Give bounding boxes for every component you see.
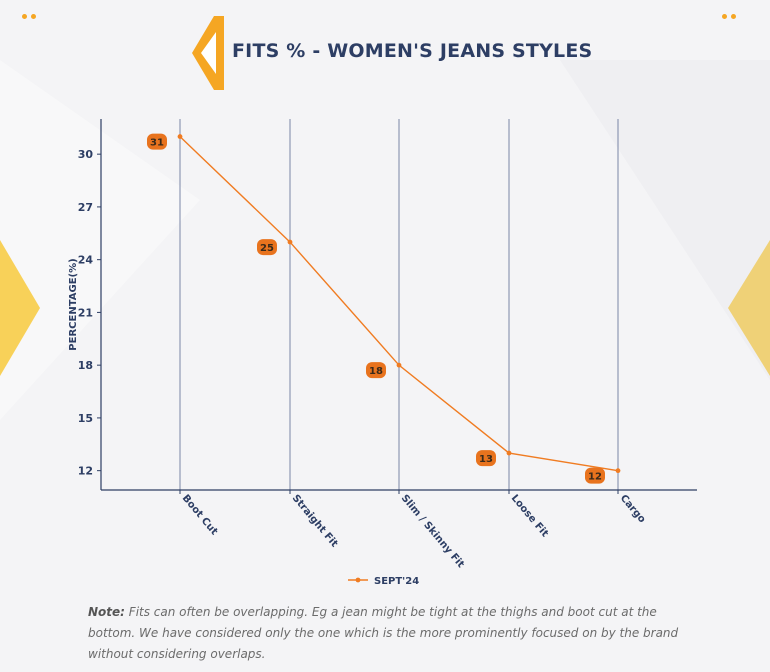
- data-point-3: [506, 450, 512, 456]
- data-label-bg-0: [147, 133, 167, 150]
- footnote: Note: Fits can often be overlapping. Eg …: [88, 602, 688, 665]
- y-tick-label-24: 24: [78, 254, 94, 267]
- x-tick-label-3: Loose Fit: [509, 493, 551, 540]
- data-label-2: 18: [369, 366, 383, 377]
- left-arrow-decoration: [0, 240, 40, 376]
- y-tick-label-18: 18: [78, 359, 93, 372]
- data-point-1: [287, 239, 293, 245]
- line-chart: 12 15 18 21 24 27 30 PERCENTAGE(%) Boot Cut Strai…: [68, 119, 697, 587]
- note-label: Note:: [88, 605, 125, 619]
- x-tick-label-1: Straight Fit: [290, 493, 340, 550]
- data-label-1: 25: [260, 243, 274, 254]
- data-label-bg-3: [476, 450, 496, 467]
- y-tick-label-15: 15: [78, 412, 93, 425]
- data-label-bg-1: [257, 239, 277, 256]
- legend-marker: [355, 577, 361, 583]
- x-tick-label-4: Cargo: [618, 493, 648, 525]
- data-label-0: 31: [150, 138, 164, 149]
- title-block: FITS % - WOMEN'S JEANS STYLES: [188, 16, 608, 90]
- x-tick-label-2: Slim / Skinny Fit: [399, 493, 466, 570]
- data-point-4: [615, 468, 621, 474]
- y-tick-label-27: 27: [78, 201, 93, 214]
- y-axis-label: PERCENTAGE(%): [68, 258, 79, 350]
- page-title: FITS % - WOMEN'S JEANS STYLES: [232, 40, 593, 62]
- data-point-0: [177, 134, 183, 139]
- data-label-bg-2: [366, 362, 386, 379]
- x-tick-label-0: Boot Cut: [180, 493, 220, 538]
- y-tick-label-30: 30: [78, 148, 94, 161]
- legend-label: SEPT'24: [374, 576, 419, 587]
- title-chevron-icon: [192, 16, 224, 90]
- y-tick-label-12: 12: [78, 465, 93, 478]
- note-text: Fits can often be overlapping. Eg a jean…: [88, 605, 679, 661]
- corner-dots-left: [22, 4, 40, 23]
- corner-dots-right: [722, 4, 740, 23]
- data-label-bg-4: [585, 467, 605, 484]
- data-label-4: 12: [588, 472, 602, 483]
- y-tick-label-21: 21: [78, 306, 93, 319]
- data-label-3: 13: [479, 454, 493, 465]
- data-point-2: [396, 362, 402, 368]
